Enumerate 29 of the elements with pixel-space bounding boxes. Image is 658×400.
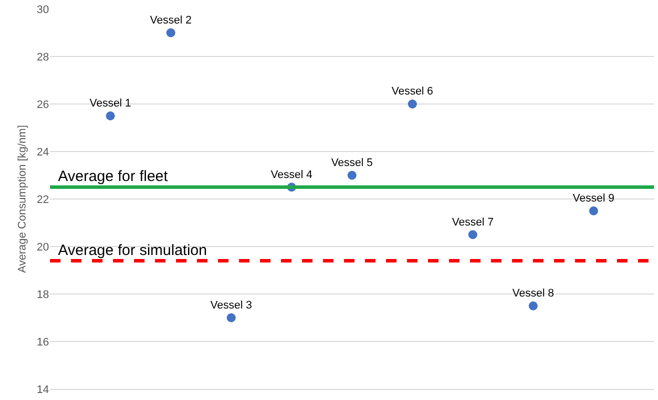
series-label: Vessel 2: [150, 14, 192, 26]
y-tick-label: 18: [36, 288, 49, 301]
ref-line-label: Average for fleet: [58, 168, 169, 185]
point: [589, 206, 598, 216]
y-tick-label: 28: [36, 51, 49, 64]
ref-line-label: Average for simulation: [58, 242, 207, 259]
series-label: Vessel 9: [572, 192, 614, 205]
point: [166, 28, 176, 38]
series-label: Vessel 4: [270, 168, 312, 181]
y-tick-label: 16: [36, 336, 49, 348]
y-tick-label: 24: [36, 146, 49, 158]
y-tick-label: 22: [36, 194, 49, 206]
series-label: Vessel 3: [210, 299, 252, 312]
series-label: Vessel 1: [90, 98, 132, 110]
y-tick-label: 30: [36, 4, 49, 16]
series-label: Vessel 6: [392, 86, 434, 98]
point: [106, 111, 115, 120]
y-axis-title: Average Consumption [kg/nm]: [16, 125, 28, 273]
point: [528, 301, 538, 310]
y-tick-label: 14: [36, 384, 49, 396]
y-tick-label: 20: [36, 241, 49, 254]
point: [408, 100, 417, 108]
series-label: Vessel 8: [512, 288, 554, 300]
point: [468, 230, 478, 240]
series-label: Vessel 7: [452, 216, 494, 228]
point: [226, 313, 236, 322]
point: [348, 170, 356, 180]
series-label: Vessel 5: [331, 156, 373, 169]
y-tick-label: 26: [36, 98, 49, 111]
